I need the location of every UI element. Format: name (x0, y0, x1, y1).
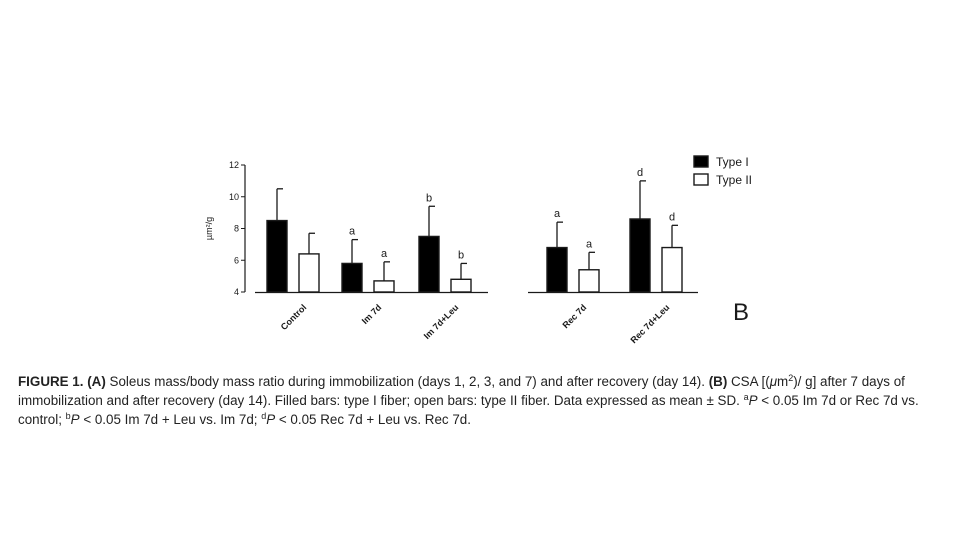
caption-note-a-text: < 0.05 Im 7d or Rec 7d vs. control; (18, 393, 919, 427)
significance-label: d (637, 167, 643, 179)
caption-panel-b-superscript: 2 (788, 373, 794, 383)
legend-swatch-type-ii (693, 173, 709, 186)
y-tick-label: 10 (229, 192, 239, 202)
significance-label: a (554, 208, 561, 220)
bar-type-i (266, 219, 288, 293)
caption-note-d-marker: d (261, 411, 267, 421)
bar-type-ii (298, 253, 320, 293)
significance-label: a (586, 238, 593, 250)
bar-type-ii (578, 269, 600, 293)
category-label: Im 7d+Leu (422, 302, 461, 341)
caption-panel-b-label: (B) (708, 374, 728, 389)
caption-panel-b-text-2: m (777, 374, 789, 389)
bar-type-ii (450, 278, 472, 293)
caption-panel-b-text-1: CSA [( (727, 374, 770, 389)
caption-mu: μ (769, 374, 778, 389)
caption-panel-a-label: (A) (87, 374, 106, 389)
bar-type-i (418, 235, 440, 293)
legend-label: Type I (716, 155, 749, 169)
bar-type-ii (373, 280, 395, 293)
caption-note-b-p: P (70, 412, 80, 427)
bar-type-i (341, 262, 363, 293)
caption-figure-label: FIGURE 1. (18, 374, 84, 389)
significance-label: b (426, 192, 432, 204)
significance-label: d (669, 211, 675, 223)
caption-panel-a-text: Soleus mass/body mass ratio during immob… (105, 374, 709, 389)
bar-type-i (546, 246, 568, 293)
caption-note-b-text: < 0.05 Im 7d + Leu vs. Im 7d; (79, 412, 262, 427)
y-tick-label: 12 (229, 160, 239, 170)
legend-label: Type II (716, 173, 752, 187)
y-tick-label: 8 (234, 224, 239, 234)
significance-label: b (458, 249, 464, 261)
figure-caption: FIGURE 1. (A) Soleus mass/body mass rati… (18, 372, 944, 429)
significance-label: a (349, 226, 356, 238)
category-label: Rec 7d+Leu (628, 302, 671, 345)
caption-note-a-marker: a (743, 392, 749, 402)
caption-note-d-text: < 0.05 Rec 7d + Leu vs. Rec 7d. (275, 412, 471, 427)
y-axis-label: µm²/g (204, 217, 214, 240)
caption-note-a-p: P (748, 393, 758, 408)
bar-chart: 4 6 8 10 12 µm²/g Control a a Im 7d b b Im 7d+Leu a a R… (204, 155, 752, 345)
category-label: Im 7d (360, 302, 384, 326)
y-tick-label: 6 (234, 255, 239, 265)
bar-type-ii (661, 246, 683, 293)
significance-label: a (381, 248, 388, 260)
panel-label: B (733, 299, 749, 326)
caption-note-d-p: P (266, 412, 276, 427)
caption-panel-b-text-3: )/ g] after 7 days of immobilization and… (18, 374, 905, 408)
category-label: Control (279, 302, 309, 332)
legend-swatch-type-i (693, 155, 709, 168)
caption-note-b-marker: b (65, 411, 71, 421)
bar-type-i (629, 218, 651, 293)
y-tick-label: 4 (234, 287, 239, 297)
category-label: Rec 7d (560, 302, 588, 330)
